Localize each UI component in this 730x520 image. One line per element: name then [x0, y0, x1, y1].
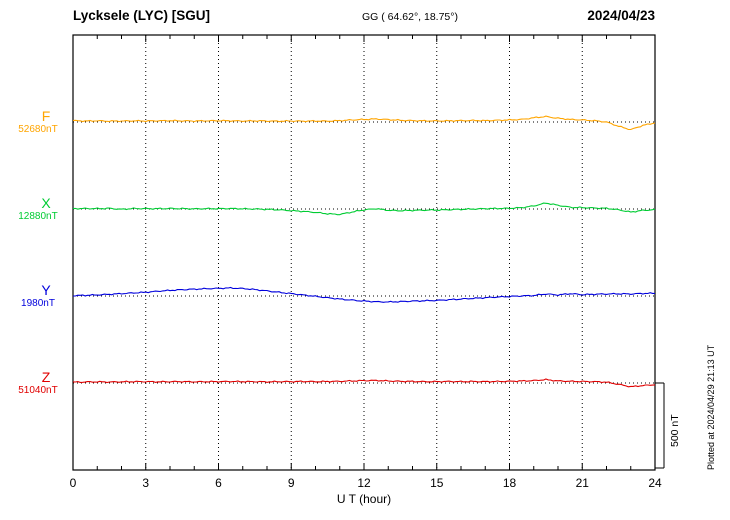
series-baseline-value-F: 52680nT [18, 124, 58, 135]
series-baseline-value-Y: 1980nT [21, 298, 55, 309]
x-axis-label: U T (hour) [337, 492, 391, 506]
plot-frame [72, 34, 656, 471]
x-tick-label: 3 [142, 476, 149, 490]
x-tick-label: 15 [430, 476, 444, 490]
x-tick-label: 9 [288, 476, 295, 490]
trace-Y [73, 286, 655, 303]
trace-F [72, 115, 656, 131]
scale-bar-label: 500 nT [669, 414, 681, 447]
trace-X [72, 202, 656, 216]
station-title: Lycksele (LYC) [SGU] [73, 8, 211, 23]
geographic-coordinates: GG ( 64.62°, 18.75°) [362, 11, 458, 23]
plotted-at-note: Plotted at 2024/04/29 21:13 UT [706, 344, 716, 470]
x-tick-label: 24 [648, 476, 662, 490]
x-tick-label: 21 [576, 476, 590, 490]
plot-date: 2024/04/23 [587, 8, 655, 23]
x-tick-label: 18 [503, 476, 517, 490]
x-tick-label: 12 [357, 476, 371, 490]
series-baseline-value-Z: 51040nT [18, 385, 58, 396]
series-label-Y: Y [41, 282, 51, 298]
series-label-X: X [41, 195, 51, 211]
x-tick-label: 0 [70, 476, 77, 490]
series-label-Z: Z [41, 369, 51, 385]
trace-Z [72, 378, 656, 388]
x-tick-label: 6 [215, 476, 222, 490]
series-label-F: F [41, 108, 51, 124]
series-baseline-value-X: 12880nT [18, 211, 58, 222]
